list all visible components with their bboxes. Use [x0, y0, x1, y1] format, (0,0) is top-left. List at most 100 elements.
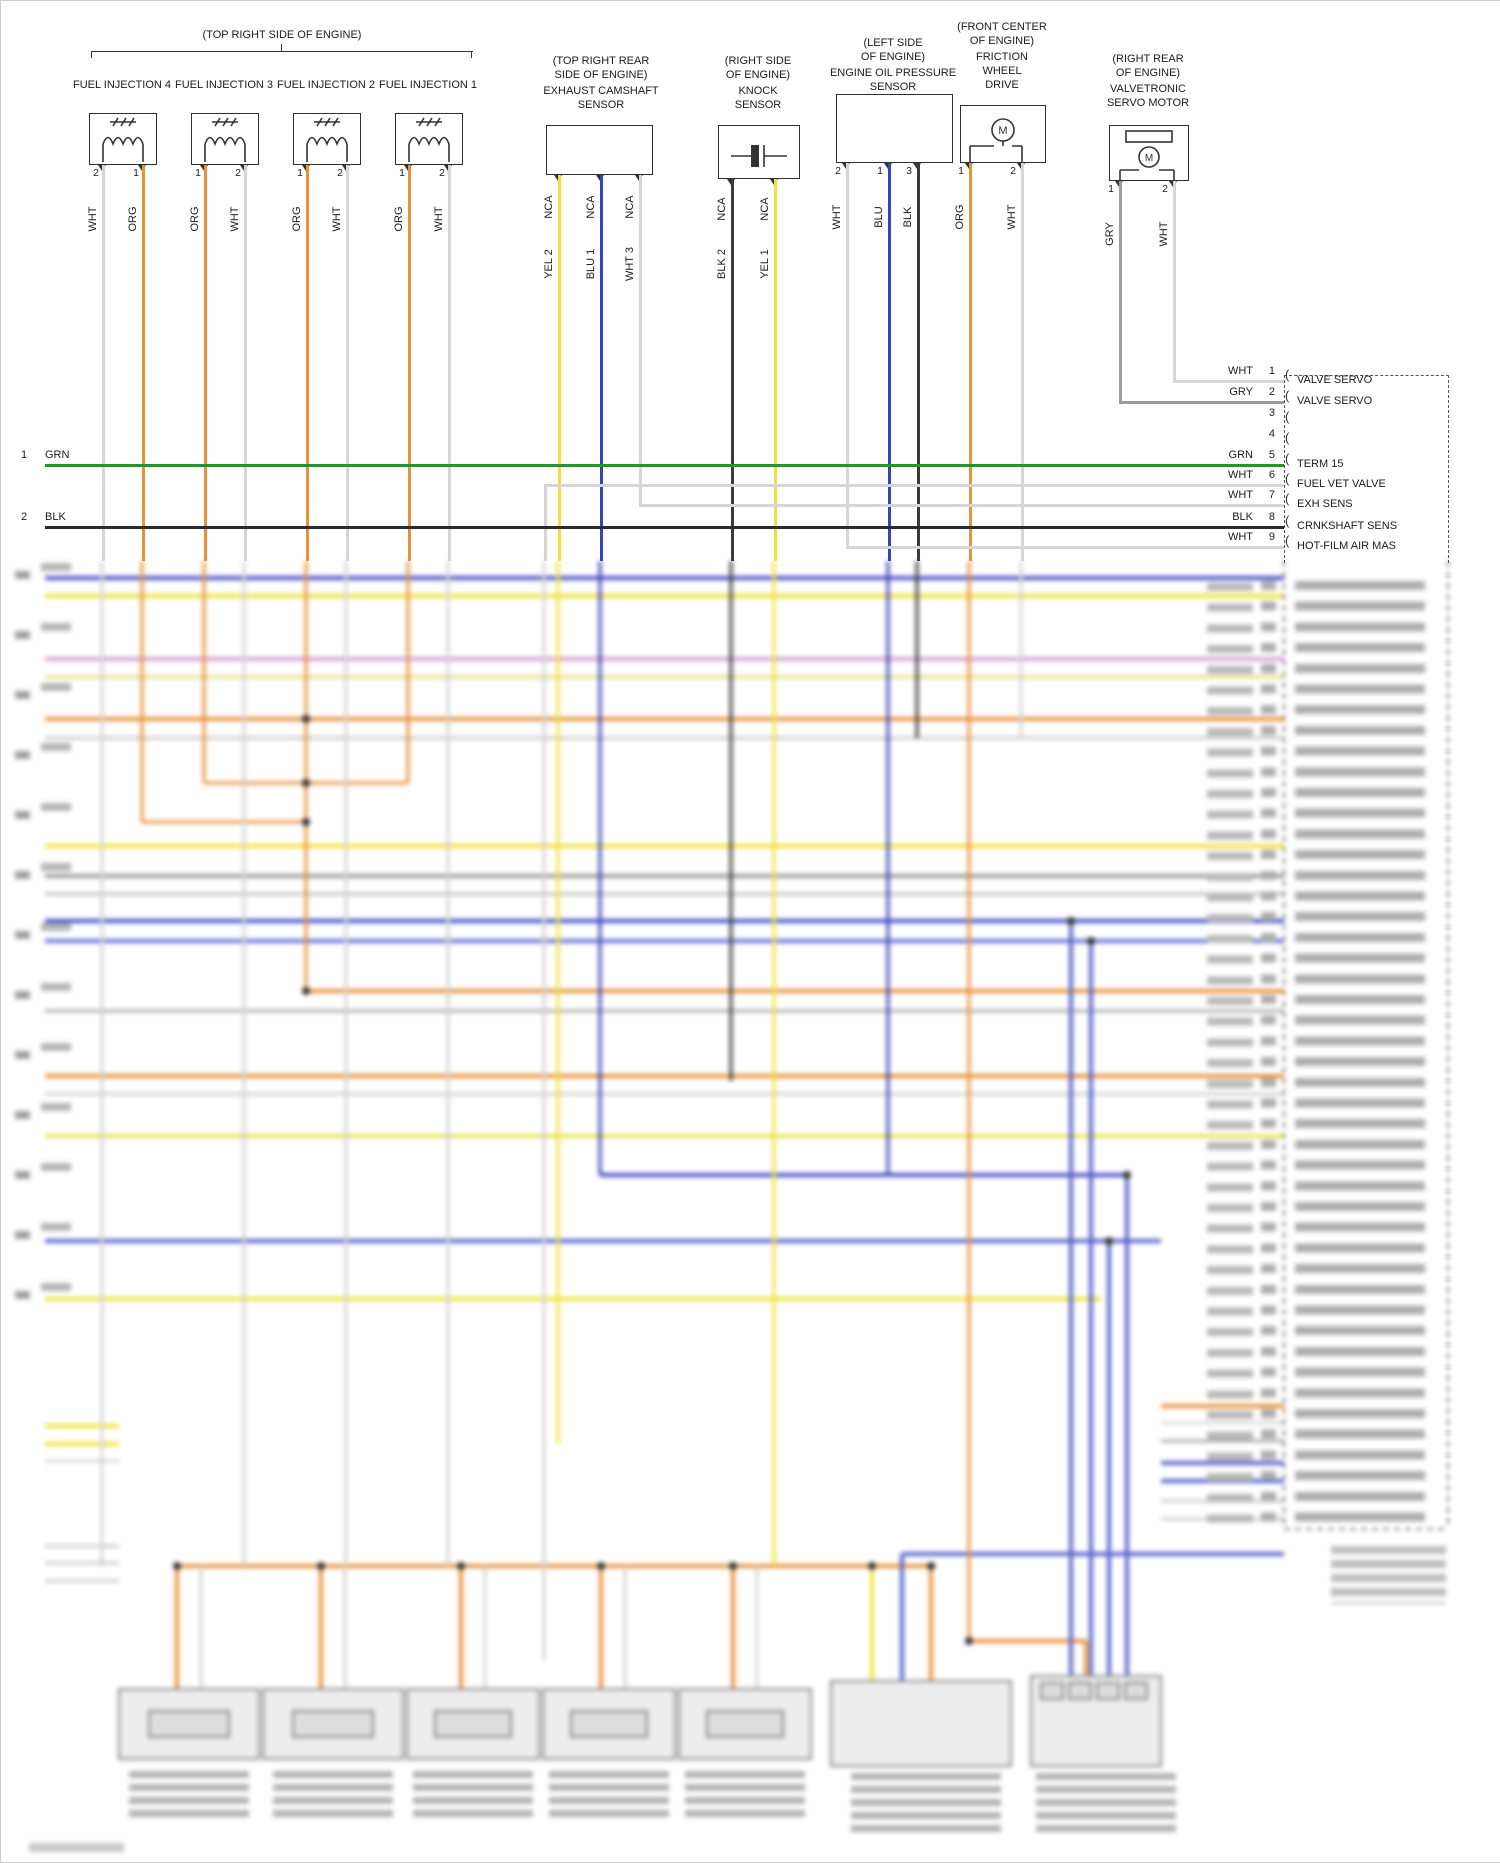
- wire-segment: [544, 485, 547, 561]
- pin-label: TERM 15: [1297, 458, 1344, 470]
- bus-number: 1: [21, 449, 28, 461]
- blurred-wiring-graphic: [29, 561, 1449, 1852]
- oil-name-1: ENGINE OIL PRESSURE: [829, 67, 957, 79]
- pin-number: 2: [337, 167, 343, 179]
- knock-name-1: KNOCK: [738, 85, 778, 97]
- connector-clip-icon: (: [1285, 471, 1290, 486]
- pin-number: 1: [1108, 183, 1114, 195]
- nca-label: NCA: [759, 197, 771, 221]
- pin-number: 7: [1268, 489, 1275, 501]
- wire-color-label: WHT: [433, 206, 445, 232]
- pin-label: HOT-FILM AIR MAS: [1297, 540, 1397, 552]
- wire-segment: [846, 546, 1284, 549]
- pin-number: 1: [399, 167, 405, 179]
- knock-sensor-icon: [731, 145, 787, 167]
- camshaft-name-2: SENSOR: [577, 99, 625, 111]
- connector-clip-icon: (: [1285, 513, 1290, 528]
- black-ground-wire: [45, 526, 1284, 529]
- wire-segment: [544, 484, 1284, 487]
- blurred-diagram-region: [1, 561, 1500, 1862]
- valvetronic-name-2: SERVO MOTOR: [1106, 97, 1190, 109]
- injector-4-label: FUEL INJECTION 4: [73, 79, 171, 91]
- wire-segment: [1021, 163, 1024, 561]
- pin-color: WHT: [1227, 469, 1253, 481]
- wire-color-label: BLK: [902, 206, 914, 228]
- camshaft-location-1: (TOP RIGHT REAR: [552, 55, 650, 67]
- wire-segment: [204, 165, 207, 561]
- wire-segment: [1119, 401, 1284, 404]
- injector-1-box: [395, 113, 463, 165]
- pin-number: 2: [93, 167, 99, 179]
- camshaft-location-2: SIDE OF ENGINE): [554, 69, 648, 81]
- camshaft-name-1: EXHAUST CAMSHAFT: [543, 85, 659, 97]
- blurred-pin-labels: [1295, 581, 1425, 1526]
- blurred-left-wire-labels: [41, 563, 71, 1303]
- connector-clip-icon: (: [1285, 388, 1290, 403]
- wire-color-label: WHT: [1006, 204, 1018, 230]
- injector-group-bracket: [91, 51, 473, 52]
- pin-color: WHT: [1227, 531, 1253, 543]
- wire-segment: [639, 175, 642, 505]
- knock-name-2: SENSOR: [734, 99, 782, 111]
- pin-number: 9: [1268, 531, 1275, 543]
- wire-color-label: ORG: [291, 206, 303, 232]
- wire-segment: [888, 163, 891, 561]
- wire-segment: [244, 165, 247, 561]
- pin-number: 8: [1268, 511, 1275, 523]
- pin-label: CRNKSHAFT SENS: [1297, 520, 1398, 532]
- wire-segment: [846, 163, 849, 547]
- pin-number: 1: [958, 165, 964, 177]
- injector-group-location-label: (TOP RIGHT SIDE OF ENGINE): [202, 29, 362, 41]
- wire-segment: [600, 175, 603, 561]
- blurred-component-caption: [273, 1771, 393, 1821]
- wire-color-label: WHT: [229, 206, 241, 232]
- bracket-tick-right: [471, 51, 472, 58]
- wire-segment: [558, 175, 561, 561]
- injector-coil-icon: [102, 117, 144, 162]
- pin-label: VALVE SERVO: [1297, 395, 1373, 407]
- pin-number: 2: [835, 165, 841, 177]
- wire-segment: [1173, 380, 1284, 383]
- pin-number: 1: [195, 167, 201, 179]
- wire-color-label: BLU: [873, 206, 885, 228]
- nca-label: NCA: [716, 197, 728, 221]
- wire-color-label: BLU 1: [585, 248, 597, 280]
- pin-number: 3: [906, 165, 912, 177]
- blurred-component-caption: [413, 1771, 533, 1821]
- knock-location-1: (RIGHT SIDE: [724, 55, 792, 67]
- wire-color-label: WHT: [331, 206, 343, 232]
- wire-segment: [142, 165, 145, 561]
- valvetronic-servo-motor-box: M: [1109, 125, 1189, 181]
- injector-coil-icon: [204, 117, 246, 162]
- friction-name-3: DRIVE: [985, 79, 1019, 91]
- wire-segment: [408, 165, 411, 561]
- wire-color-label: WHT: [831, 204, 843, 230]
- connector-clip-icon: (: [1285, 451, 1290, 466]
- wire-segment: [346, 165, 349, 561]
- injector-2-box: [293, 113, 361, 165]
- wire-color-label: ORG: [393, 206, 405, 232]
- oil-location-2: OF ENGINE): [860, 51, 926, 63]
- wire-segment: [774, 179, 777, 561]
- pin-number: 2: [1010, 165, 1016, 177]
- pin-number: 1: [1268, 365, 1275, 377]
- pin-number: 2: [439, 167, 445, 179]
- knock-location-2: OF ENGINE): [725, 69, 791, 81]
- oil-name-2: SENSOR: [869, 81, 917, 93]
- bus-color-label: GRN: [45, 449, 70, 461]
- wire-segment: [1119, 181, 1122, 402]
- injector-2-label: FUEL INJECTION 2: [277, 79, 375, 91]
- friction-location-1: (FRONT CENTER: [957, 21, 1047, 33]
- wire-color-label: YEL 2: [543, 249, 555, 279]
- nca-label: NCA: [543, 195, 555, 219]
- pin-color: WHT: [1227, 489, 1253, 501]
- connector-clip-icon: (: [1285, 533, 1290, 548]
- blurred-left-pin-numbers: [15, 571, 30, 1311]
- wire-color-label: WHT 3: [624, 246, 636, 282]
- pin-color: WHT: [1227, 365, 1253, 377]
- wire-segment: [102, 165, 105, 561]
- pin-number: 2: [1162, 183, 1168, 195]
- valvetronic-location-2: OF ENGINE): [1115, 67, 1181, 79]
- knock-sensor-box: [718, 125, 800, 179]
